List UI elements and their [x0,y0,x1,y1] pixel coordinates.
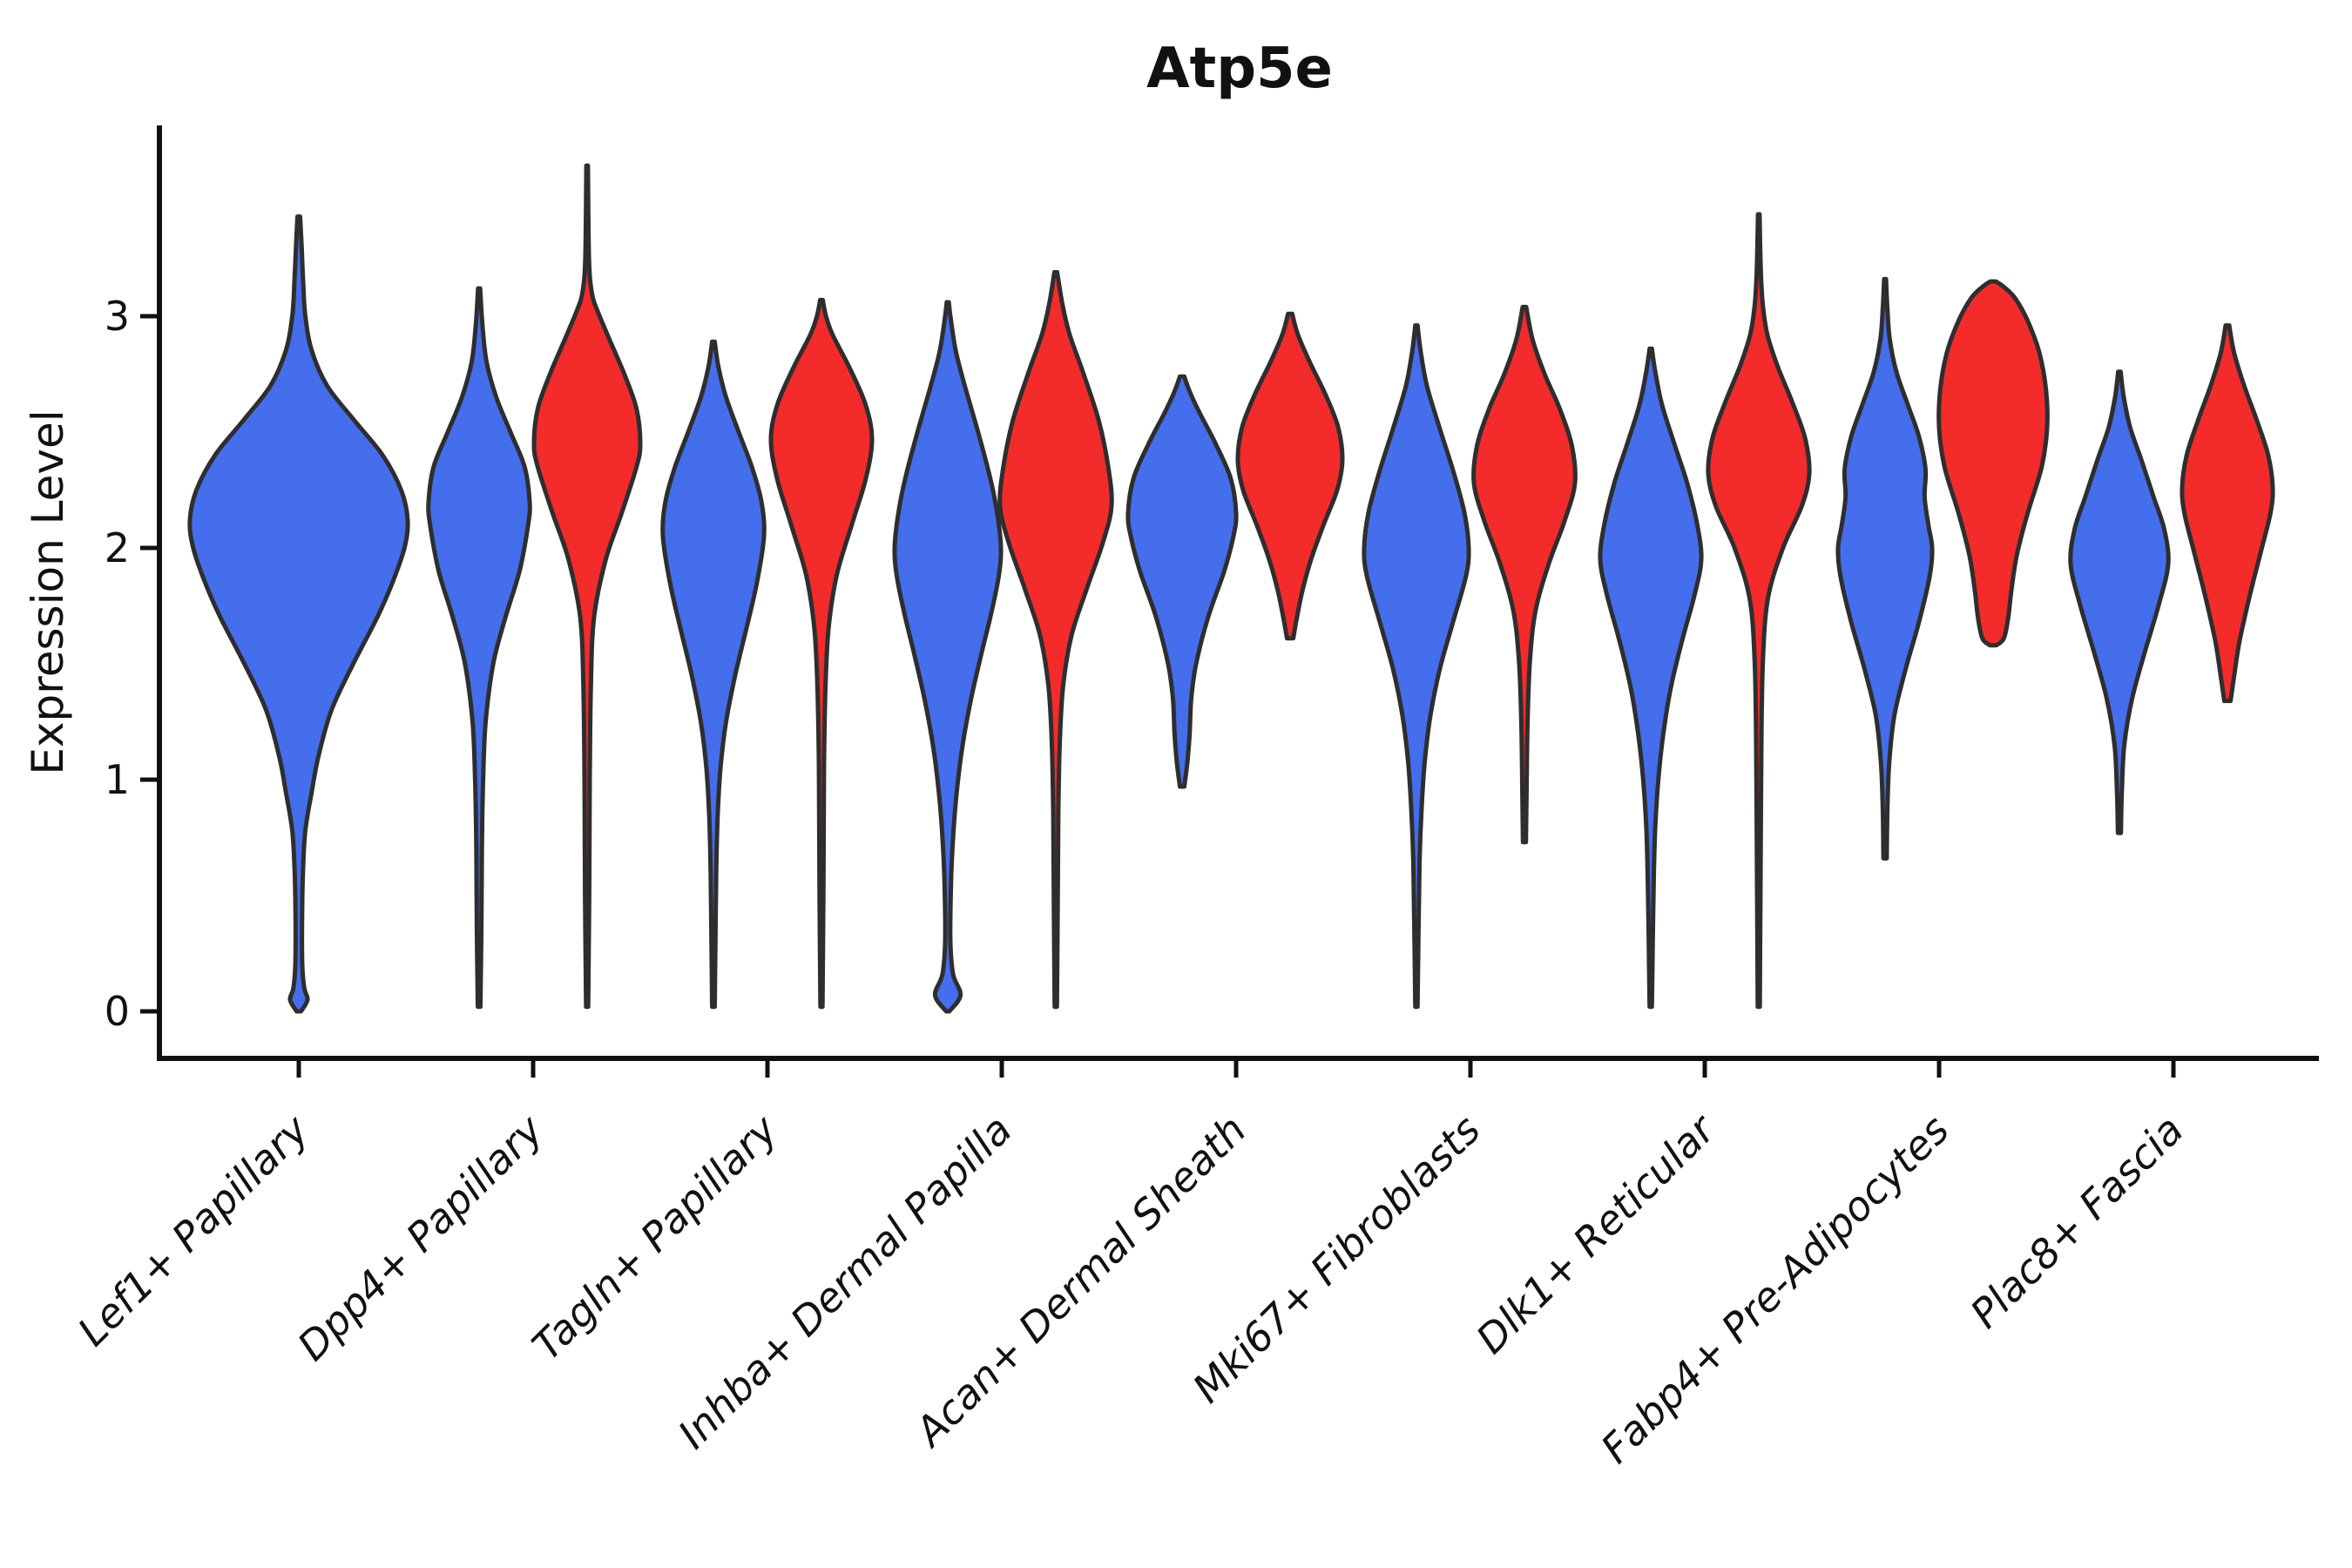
x-tick-label: Plac8+ Fascia [1961,1106,2192,1337]
violin-plac8-fascia-blue [2068,369,2171,835]
x-tick-label: Tagln+ Papillary [523,1105,787,1369]
y-tick-label: 0 [105,988,130,1035]
violin-dpp4-papillary-red [531,163,643,1010]
violin-inhba-dermal-papilla-blue [892,300,1004,1014]
violin-dlk1-reticular-red [1706,212,1812,1010]
violin-lef1-papillary-blue [187,214,410,1014]
x-tick-label: Dpp4+ Papillary [288,1105,552,1369]
violin-fabp4-pre-adipocytes-blue [1835,276,1935,861]
y-tick-label: 1 [105,756,130,803]
violin-plac8-fascia-red [2180,323,2275,704]
violin-acan-dermal-sheath-red [1235,311,1345,641]
y-tick-label: 3 [105,293,130,340]
violin-fabp4-pre-adipocytes-red [1936,279,2050,648]
violin-mki67-fibroblasts-red [1471,304,1578,845]
violin-tagln-papillary-blue [660,339,767,1010]
x-tick-label: Lef1+ Papillary [69,1105,318,1355]
violin-dlk1-reticular-blue [1598,346,1704,1010]
violins-layer [187,163,2275,1014]
x-tick-label: Dlk1+ Reticular [1467,1104,1726,1362]
axes-layer [140,125,2319,1078]
violin-mki67-fibroblasts-blue [1362,323,1471,1010]
violin-tagln-papillary-red [768,297,875,1010]
y-tick-label: 2 [105,524,130,571]
violin-acan-dermal-sheath-blue [1125,374,1239,789]
violin-dpp4-papillary-blue [426,286,532,1010]
chart-title: Atp5e [1146,37,1333,101]
violin-inhba-dermal-papilla-red [997,270,1114,1010]
y-axis-label: Expression Level [23,409,73,774]
